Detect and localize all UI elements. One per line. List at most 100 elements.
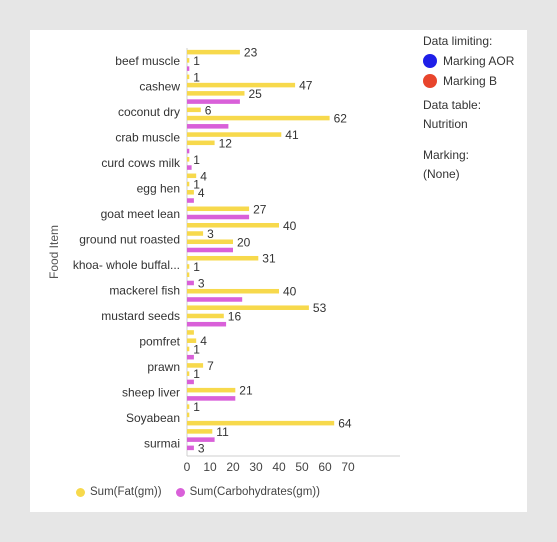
fat-bar bbox=[187, 404, 190, 409]
x-tick-label: 20 bbox=[226, 460, 240, 474]
data-label: 1 bbox=[193, 54, 200, 68]
data-label: 7 bbox=[207, 359, 214, 373]
x-tick-label: 30 bbox=[249, 460, 263, 474]
category-label: sheep liver bbox=[122, 385, 180, 399]
legend-label-fat: Sum(Fat(gm)) bbox=[90, 486, 162, 498]
marking-value: (None) bbox=[423, 167, 460, 181]
category-label: coconut dry bbox=[118, 105, 180, 119]
x-tick-label: 0 bbox=[184, 460, 191, 474]
data-label: 40 bbox=[283, 219, 297, 233]
data-label: 6 bbox=[205, 103, 212, 117]
fat-bar bbox=[187, 91, 245, 96]
carbohydrates-bar bbox=[187, 99, 240, 104]
data-label: 1 bbox=[193, 153, 200, 167]
category-label: cashew bbox=[139, 79, 180, 93]
data-label: 40 bbox=[283, 285, 297, 299]
category-label: goat meet lean bbox=[101, 207, 180, 221]
carbohydrates-bar bbox=[187, 198, 194, 203]
fat-bar bbox=[187, 363, 204, 368]
marking-b-item[interactable]: Marking B bbox=[423, 74, 514, 88]
data-limiting-label: Data limiting: bbox=[423, 34, 493, 48]
data-label: 1 bbox=[193, 342, 200, 356]
bar-chart[interactable]: 0 10 20 30 40 50 60 70 23 1 1 47 25 6 62 41 12 1 4 1 4 27 40 3 2… bbox=[30, 30, 527, 512]
fat-bar bbox=[187, 222, 279, 228]
fat-bar bbox=[187, 338, 197, 343]
data-label: 1 bbox=[193, 178, 200, 192]
category-label: egg hen bbox=[137, 181, 180, 195]
fat-bar bbox=[187, 387, 236, 393]
data-label: 4 bbox=[200, 334, 207, 348]
data-table-value: Nutrition bbox=[423, 117, 468, 131]
carbohydrates-bar bbox=[187, 321, 227, 327]
carbohydrates-bar bbox=[187, 396, 236, 401]
legend-item-carbohydrates[interactable]: Sum(Carbohydrates(gm)) bbox=[175, 486, 320, 498]
fat-bar bbox=[187, 239, 233, 245]
fat-bar bbox=[187, 412, 190, 418]
carbohydrates-bar bbox=[187, 280, 194, 286]
fat-bar bbox=[187, 173, 197, 179]
fat-bar bbox=[187, 181, 190, 187]
marking-b-swatch bbox=[423, 74, 437, 88]
data-label: 31 bbox=[262, 252, 276, 266]
carbohydrates-bar bbox=[187, 354, 194, 360]
marking-aor-item[interactable]: Marking AOR bbox=[423, 54, 514, 68]
fat-bar bbox=[187, 305, 309, 310]
data-label: 1 bbox=[193, 260, 200, 274]
data-label: 1 bbox=[193, 367, 200, 381]
category-label: beef muscle bbox=[115, 54, 180, 68]
fat-bar bbox=[187, 288, 279, 294]
fat-bar bbox=[187, 190, 194, 195]
y-axis-title: Food Item bbox=[47, 225, 61, 279]
data-label: 4 bbox=[200, 169, 207, 183]
category-label: crab muscle bbox=[115, 130, 180, 144]
x-tick-label: 60 bbox=[318, 460, 332, 474]
fat-bar bbox=[187, 255, 259, 261]
fat-bar bbox=[187, 371, 190, 376]
legend-item-fat[interactable]: Sum(Fat(gm)) bbox=[76, 486, 162, 498]
data-label: 62 bbox=[334, 112, 348, 126]
carbohydrates-bar bbox=[187, 437, 215, 442]
legend-swatch-carbohydrates bbox=[175, 487, 185, 497]
fat-bar bbox=[187, 264, 190, 269]
carbohydrates-bar bbox=[187, 445, 194, 451]
data-label: 41 bbox=[285, 128, 299, 142]
fat-bar bbox=[187, 132, 282, 137]
bar-chart-svg: 0 10 20 30 40 50 60 702311472566241121414274032… bbox=[47, 46, 400, 474]
fat-bar bbox=[187, 107, 201, 113]
fat-bar bbox=[187, 206, 250, 212]
category-label: ground nut roasted bbox=[79, 232, 180, 246]
carbohydrates-bar bbox=[187, 66, 190, 71]
carbohydrates-bar bbox=[187, 124, 229, 129]
fat-bar bbox=[187, 58, 190, 63]
data-label: 3 bbox=[198, 441, 205, 455]
fat-bar bbox=[187, 140, 215, 146]
x-tick-label: 10 bbox=[203, 460, 217, 474]
carbohydrates-bar bbox=[187, 148, 190, 154]
carbohydrates-bar bbox=[187, 165, 192, 170]
data-label: 16 bbox=[228, 309, 242, 323]
x-tick-label: 40 bbox=[272, 460, 286, 474]
x-tick-label: 70 bbox=[341, 460, 355, 474]
fat-bar bbox=[187, 272, 190, 278]
legend-swatch-fat bbox=[76, 487, 85, 497]
fat-bar bbox=[187, 330, 194, 335]
side-panel: Data limiting: Marking AOR Marking B Dat… bbox=[423, 34, 514, 181]
marking-b-label: Marking B bbox=[443, 74, 498, 88]
data-label: 20 bbox=[237, 235, 251, 249]
fat-bar bbox=[187, 82, 296, 88]
data-label: 23 bbox=[244, 46, 258, 60]
fat-bar bbox=[187, 49, 240, 55]
category-label: Soyabean bbox=[126, 411, 180, 425]
category-label: curd cows milk bbox=[101, 156, 181, 170]
category-label: mackerel fish bbox=[109, 283, 180, 297]
data-label: 12 bbox=[219, 136, 233, 150]
data-label: 4 bbox=[198, 186, 205, 200]
data-label: 1 bbox=[193, 70, 200, 84]
fat-bar bbox=[187, 429, 213, 434]
category-label: surmai bbox=[144, 436, 180, 450]
data-label: 11 bbox=[216, 425, 229, 439]
data-label: 47 bbox=[299, 79, 313, 93]
carbohydrates-bar bbox=[187, 297, 243, 302]
category-label: pomfret bbox=[139, 334, 180, 348]
carbohydrates-bar bbox=[187, 214, 250, 220]
